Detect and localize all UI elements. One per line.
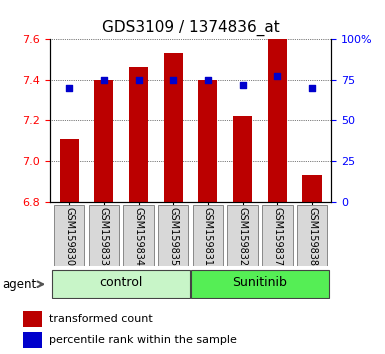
Bar	[23, 332, 42, 348]
Text: GSM159833: GSM159833	[99, 207, 109, 266]
Text: GSM159837: GSM159837	[272, 207, 282, 266]
Point	[101, 77, 107, 82]
Text: GSM159830: GSM159830	[64, 207, 74, 266]
Text: Sunitinib: Sunitinib	[233, 276, 288, 290]
Bar	[228, 205, 258, 266]
Bar	[123, 205, 154, 266]
Bar	[52, 269, 190, 298]
Bar	[164, 53, 183, 202]
Bar	[54, 205, 84, 266]
Bar	[191, 269, 329, 298]
Bar	[303, 175, 321, 202]
Bar	[297, 205, 327, 266]
Bar	[268, 39, 287, 202]
Point	[170, 77, 176, 82]
Bar	[94, 80, 113, 202]
Text: GSM159832: GSM159832	[238, 207, 248, 266]
Text: percentile rank within the sample: percentile rank within the sample	[49, 335, 236, 345]
Point	[239, 82, 246, 87]
Bar	[23, 311, 42, 327]
Bar	[89, 205, 119, 266]
Bar	[192, 205, 223, 266]
Bar	[129, 67, 148, 202]
Bar	[262, 205, 293, 266]
Text: GSM159838: GSM159838	[307, 207, 317, 266]
Text: agent: agent	[2, 278, 36, 291]
Point	[66, 85, 72, 91]
Bar	[233, 116, 252, 202]
Point	[274, 74, 280, 79]
Point	[136, 77, 142, 82]
Bar	[60, 139, 79, 202]
Point	[205, 77, 211, 82]
Text: GSM159835: GSM159835	[168, 207, 178, 266]
Text: GSM159831: GSM159831	[203, 207, 213, 266]
Title: GDS3109 / 1374836_at: GDS3109 / 1374836_at	[102, 20, 280, 36]
Bar	[158, 205, 189, 266]
Text: control: control	[99, 276, 143, 290]
Text: transformed count: transformed count	[49, 314, 152, 324]
Text: GSM159834: GSM159834	[134, 207, 144, 266]
Point	[309, 85, 315, 91]
Bar	[198, 80, 218, 202]
